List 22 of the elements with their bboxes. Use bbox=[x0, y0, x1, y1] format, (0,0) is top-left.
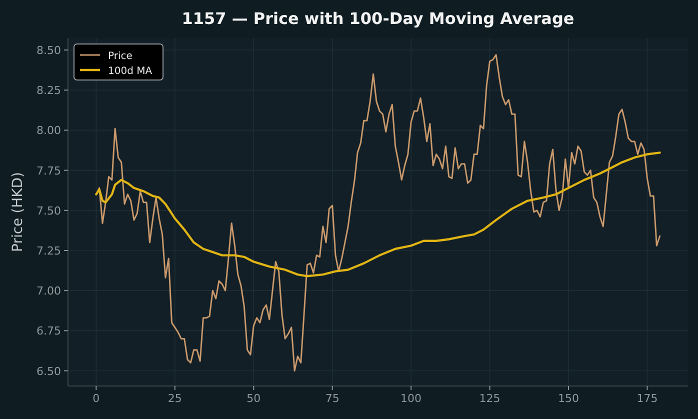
x-tick-label: 125 bbox=[479, 392, 500, 405]
x-tick-label: 175 bbox=[636, 392, 658, 405]
legend-label: 100d MA bbox=[108, 66, 152, 77]
x-tick-label: 100 bbox=[400, 392, 422, 405]
y-tick-label: 7.75 bbox=[36, 164, 61, 178]
y-tick-label: 6.75 bbox=[36, 324, 61, 338]
y-tick-label: 6.50 bbox=[36, 364, 61, 378]
line-series bbox=[95, 152, 661, 278]
x-tick-label: 50 bbox=[246, 392, 261, 405]
x-tick-label: 0 bbox=[92, 392, 100, 405]
x-tick-label: 75 bbox=[325, 392, 340, 405]
x-tick-label: 150 bbox=[558, 392, 580, 405]
y-tick-label: 8.00 bbox=[36, 124, 61, 138]
y-axis-title: Price (HKD) bbox=[10, 172, 26, 252]
y-tick-label: 7.00 bbox=[36, 284, 61, 298]
y-tick-label: 8.25 bbox=[36, 84, 61, 98]
x-tick-label: 25 bbox=[168, 392, 182, 405]
legend-label: Price bbox=[108, 51, 132, 62]
y-tick-label: 7.50 bbox=[36, 204, 61, 218]
chart-title: 1157 — Price with 100-Day Moving Average bbox=[182, 9, 574, 28]
y-tick-label: 8.50 bbox=[36, 44, 61, 58]
y-tick-label: 7.25 bbox=[36, 244, 61, 258]
